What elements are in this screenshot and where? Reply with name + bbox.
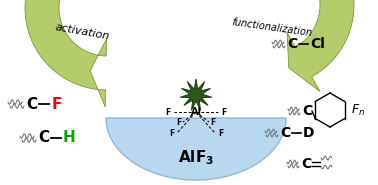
Text: F: F <box>218 130 224 139</box>
Text: Al: Al <box>191 107 201 117</box>
Text: F$_n$: F$_n$ <box>351 102 365 117</box>
Polygon shape <box>180 79 212 110</box>
Text: F: F <box>211 117 215 127</box>
Text: H: H <box>63 130 75 145</box>
Text: F: F <box>52 97 62 112</box>
Text: C: C <box>26 97 37 112</box>
Text: functionalization: functionalization <box>231 17 313 39</box>
Text: C: C <box>302 104 312 118</box>
Text: C: C <box>280 126 290 140</box>
Text: F: F <box>166 107 170 117</box>
Text: F: F <box>222 107 227 117</box>
Text: C: C <box>39 130 50 145</box>
Text: $\mathbf{AlF_3}$: $\mathbf{AlF_3}$ <box>178 149 214 167</box>
Text: C: C <box>287 37 297 51</box>
Text: Cl: Cl <box>311 37 325 51</box>
Polygon shape <box>106 118 286 180</box>
Text: F: F <box>169 130 175 139</box>
Text: activation: activation <box>54 22 110 42</box>
Polygon shape <box>25 0 107 107</box>
Polygon shape <box>287 0 354 92</box>
Text: D: D <box>303 126 315 140</box>
Text: C: C <box>301 157 311 171</box>
Text: F: F <box>177 117 181 127</box>
